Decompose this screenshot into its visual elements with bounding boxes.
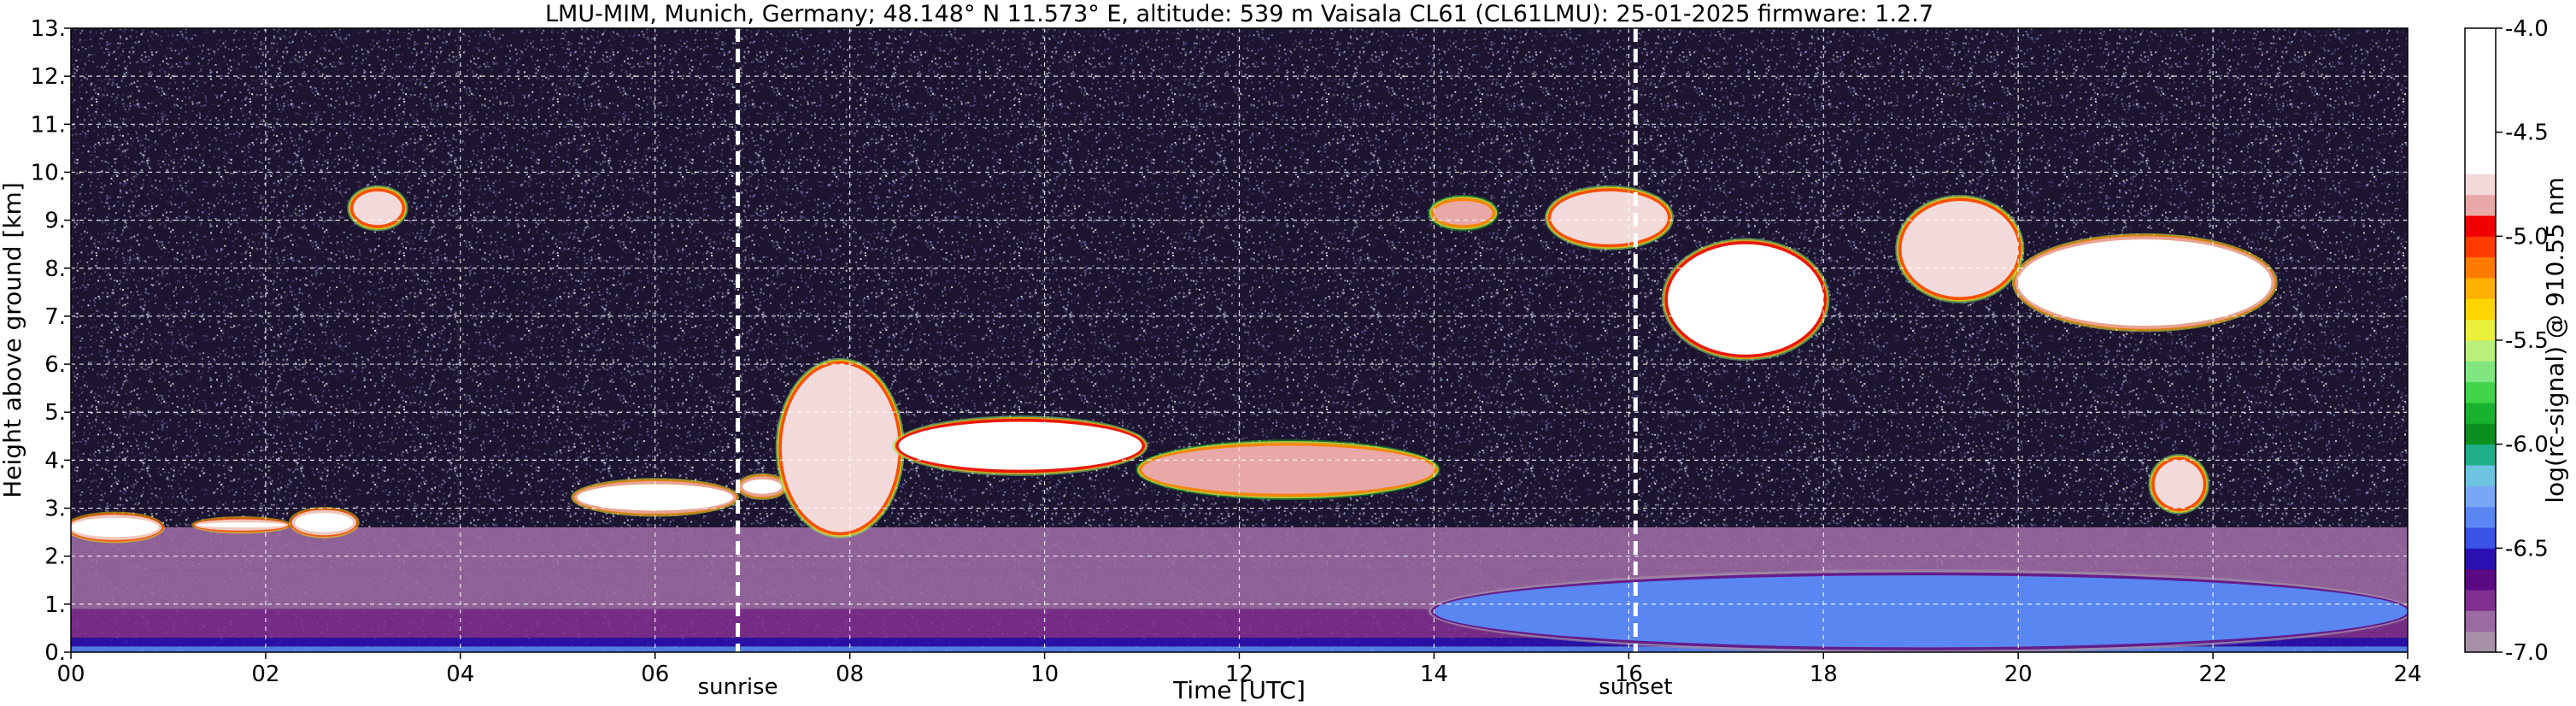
x-tick-label: 04 bbox=[446, 662, 474, 687]
feature-15 bbox=[1428, 568, 2408, 652]
colorbar-level bbox=[2465, 568, 2496, 591]
feature-13 bbox=[2011, 232, 2278, 332]
colorbar-level bbox=[2465, 610, 2496, 632]
chart-title: LMU-MIM, Munich, Germany; 48.148° N 11.5… bbox=[545, 1, 1933, 27]
colorbar-level bbox=[2465, 298, 2496, 321]
y-tick-label: 12. bbox=[31, 64, 66, 90]
y-tick-label: 10. bbox=[31, 160, 66, 185]
x-axis-ticks: 00 02 04 06 08 10 12 14 16 18 20 22 24 bbox=[56, 652, 2422, 687]
colorbar-level bbox=[2465, 590, 2496, 611]
colorbar-tick-label: -5.5 bbox=[2505, 328, 2549, 354]
colorbar-level bbox=[2465, 215, 2496, 237]
colorbar-level bbox=[2465, 465, 2496, 486]
colorbar-level bbox=[2465, 236, 2496, 258]
cloud-features bbox=[71, 185, 2408, 652]
x-tick-label: 20 bbox=[2004, 662, 2033, 687]
y-tick-label: 4. bbox=[44, 448, 66, 474]
feature-5 bbox=[775, 357, 905, 538]
colorbar-tick-label: -5.0 bbox=[2505, 224, 2549, 250]
feature-14 bbox=[2148, 454, 2209, 515]
colorbar-ticks: -7.0 -6.5 -6.0 -5.5 -5.0 -4.5 -4.0 bbox=[2496, 16, 2549, 666]
colorbar-level bbox=[2465, 631, 2496, 653]
colorbar-level bbox=[2465, 256, 2496, 279]
feature-3 bbox=[571, 478, 740, 517]
marker-label-sunset: sunset bbox=[1599, 674, 1672, 700]
colorbar-level bbox=[2465, 278, 2496, 299]
marker-labels: sunrise sunset bbox=[698, 674, 1673, 700]
feature-8 bbox=[347, 185, 408, 232]
colorbar-level bbox=[2465, 381, 2496, 403]
x-tick-label: 24 bbox=[2393, 662, 2421, 687]
feature-1 bbox=[191, 515, 291, 534]
y-tick-label: 11. bbox=[31, 112, 66, 138]
y-tick-label: 0. bbox=[44, 640, 66, 666]
colorbar-level bbox=[2465, 423, 2496, 445]
colorbar-level bbox=[2465, 361, 2496, 383]
colorbar-level bbox=[2465, 506, 2496, 528]
colorbar-level bbox=[2465, 527, 2496, 549]
colorbar-level bbox=[2465, 319, 2496, 341]
marker-label-sunrise: sunrise bbox=[698, 674, 778, 700]
y-tick-label: 2. bbox=[44, 544, 66, 570]
colorbar-level bbox=[2465, 340, 2496, 362]
background-band-0 bbox=[71, 646, 2408, 652]
x-tick-label: 02 bbox=[251, 662, 279, 687]
colorbar-level bbox=[2465, 28, 2496, 174]
x-tick-label: 10 bbox=[1030, 662, 1059, 687]
y-tick-label: 3. bbox=[44, 497, 66, 522]
colorbar: -7.0 -6.5 -6.0 -5.5 -5.0 -4.5 -4.0 log(rc-sign… bbox=[2464, 16, 2569, 666]
feature-9 bbox=[1428, 194, 1499, 232]
feature-10 bbox=[1544, 185, 1675, 250]
colorbar-tick-label: -7.0 bbox=[2505, 640, 2549, 666]
y-tick-label: 1. bbox=[44, 592, 66, 618]
colorbar-level bbox=[2465, 403, 2496, 424]
y-axis-label: Height above ground [km] bbox=[0, 182, 26, 498]
y-tick-label: 13. bbox=[31, 16, 66, 42]
colorbar-level bbox=[2465, 485, 2496, 508]
colorbar-label: log(rc-signal) @ 910.55 nm bbox=[2541, 177, 2569, 503]
sun-markers bbox=[736, 28, 1638, 652]
feature-6 bbox=[892, 415, 1148, 476]
colorbar-level bbox=[2465, 548, 2496, 570]
x-tick-label: 16 bbox=[1615, 662, 1643, 687]
y-tick-label: 6. bbox=[44, 352, 66, 378]
x-tick-label: 08 bbox=[836, 662, 864, 687]
x-tick-label: 14 bbox=[1420, 662, 1448, 687]
y-tick-label: 9. bbox=[44, 209, 66, 234]
colorbar-level bbox=[2465, 444, 2496, 466]
x-tick-label: 12 bbox=[1225, 662, 1253, 687]
feature-12 bbox=[1895, 194, 2025, 303]
y-tick-label: 8. bbox=[44, 256, 66, 282]
x-tick-label: 18 bbox=[1810, 662, 1838, 687]
colorbar-tick-label: -4.5 bbox=[2505, 121, 2549, 146]
colorbar-levels bbox=[2465, 28, 2496, 653]
colorbar-level bbox=[2465, 174, 2496, 196]
feature-2 bbox=[288, 506, 360, 538]
feature-11 bbox=[1661, 238, 1830, 362]
feature-7 bbox=[1135, 439, 1441, 500]
colorbar-level bbox=[2465, 194, 2496, 216]
feature-4 bbox=[736, 473, 789, 500]
colorbar-tick-label: -4.0 bbox=[2505, 16, 2549, 42]
colorbar-tick-label: -6.5 bbox=[2505, 536, 2549, 562]
background-band-1 bbox=[71, 638, 2408, 647]
x-tick-label: 22 bbox=[2199, 662, 2227, 687]
y-tick-label: 5. bbox=[44, 400, 66, 426]
plot-area bbox=[71, 28, 2408, 652]
colorbar-tick-label: -6.0 bbox=[2505, 432, 2549, 458]
x-tick-label: 06 bbox=[641, 662, 669, 687]
x-tick-label: 00 bbox=[56, 662, 85, 687]
grid bbox=[71, 28, 2408, 652]
y-axis-ticks: 0. 1. 2. 3. 4. 5. 6. 7. 8. 9. 10. 11. 12. 13. bbox=[31, 16, 71, 666]
feature-0 bbox=[71, 511, 165, 544]
y-tick-label: 7. bbox=[44, 304, 66, 330]
x-axis-label: Time [UTC] bbox=[1172, 676, 1306, 704]
